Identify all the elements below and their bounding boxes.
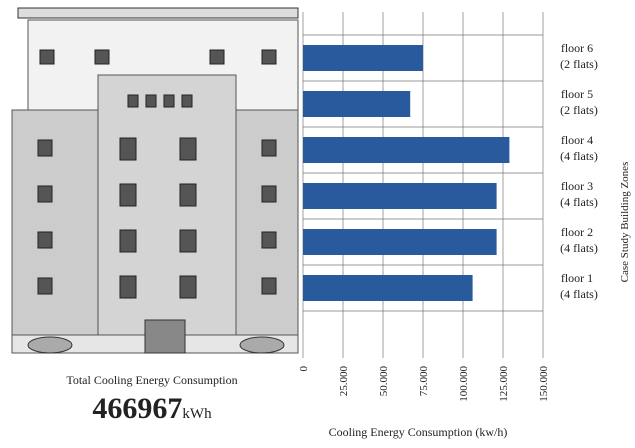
y-tick-note: (4 flats) bbox=[560, 241, 598, 255]
bar bbox=[303, 137, 510, 163]
building-illustration bbox=[11, 7, 299, 354]
x-tick-label: 0 bbox=[298, 366, 310, 372]
y-tick-label: floor 4 bbox=[561, 133, 593, 147]
y-tick-label: floor 2 bbox=[561, 225, 593, 239]
x-tick-label: 100.000 bbox=[458, 366, 470, 402]
bar bbox=[303, 91, 411, 117]
y-tick-label: floor 5 bbox=[561, 87, 593, 101]
x-tick-label: 75.000 bbox=[418, 366, 430, 397]
x-tick-label: 125.000 bbox=[498, 366, 510, 402]
y-tick-label: floor 1 bbox=[561, 271, 593, 285]
bar bbox=[303, 275, 473, 301]
total-number: 466967 bbox=[92, 392, 182, 425]
y-tick-note: (4 flats) bbox=[560, 287, 598, 301]
y-tick-label: floor 3 bbox=[561, 179, 593, 193]
y-tick-note: (4 flats) bbox=[560, 149, 598, 163]
total-unit: kWh bbox=[182, 406, 212, 422]
total-value: 466967kWh bbox=[92, 392, 212, 425]
bar bbox=[303, 183, 497, 209]
x-tick-label: 150.000 bbox=[538, 366, 550, 402]
x-tick-label: 25.000 bbox=[338, 366, 350, 397]
y-tick-label: floor 6 bbox=[561, 41, 593, 55]
y-axis-label: Case Study Building Zones bbox=[619, 162, 631, 283]
y-tick-note: (2 flats) bbox=[560, 103, 598, 117]
x-axis-label: Cooling Energy Consumption (kw/h) bbox=[329, 425, 508, 439]
y-tick-note: (2 flats) bbox=[560, 57, 598, 71]
y-tick-note: (4 flats) bbox=[560, 195, 598, 209]
bar bbox=[303, 229, 497, 255]
bar bbox=[303, 45, 423, 71]
total-title: Total Cooling Energy Consumption bbox=[66, 373, 237, 387]
x-tick-label: 50.000 bbox=[378, 366, 390, 397]
